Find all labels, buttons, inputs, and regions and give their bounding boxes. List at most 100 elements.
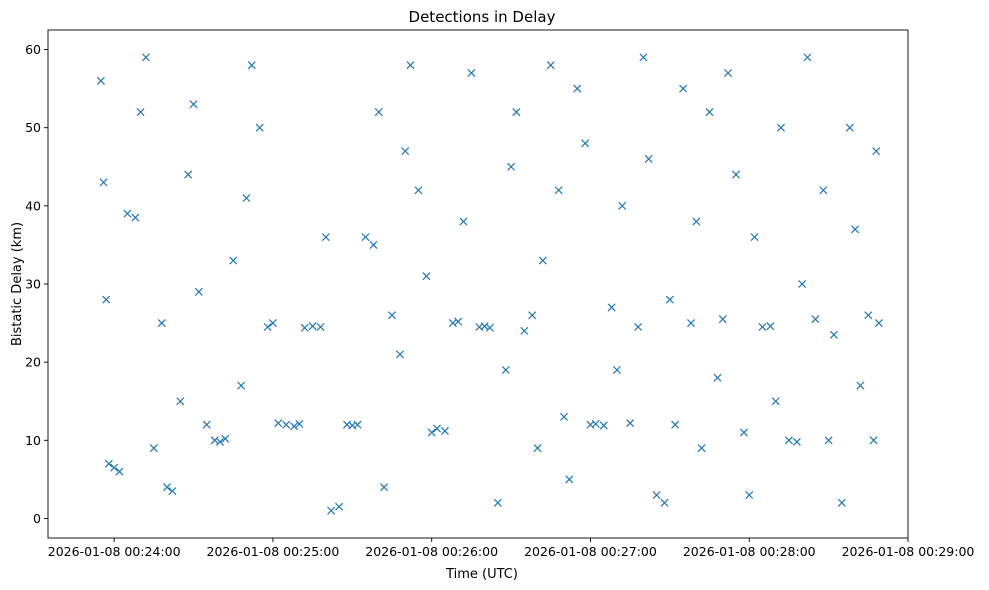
data-point: [401, 147, 410, 156]
data-point: [327, 506, 336, 515]
data-point: [308, 322, 317, 331]
data-point: [102, 295, 111, 304]
data-point: [427, 428, 436, 437]
x-axis: 2026-01-08 00:24:00 2026-01-08 00:25:00 20…: [48, 538, 975, 559]
data-point: [414, 186, 423, 195]
data-point: [290, 422, 299, 431]
data-point: [295, 419, 304, 428]
data-point: [718, 315, 727, 324]
data-point: [824, 436, 833, 445]
data-point: [528, 311, 537, 320]
data-point: [652, 490, 661, 500]
x-axis-label: Time (UTC): [445, 567, 518, 582]
data-point: [766, 322, 775, 331]
data-point: [679, 84, 688, 93]
data-point: [581, 139, 590, 148]
data-point: [750, 233, 759, 242]
y-tick-label: 0: [33, 511, 41, 526]
data-point: [440, 426, 449, 435]
data-point: [512, 108, 521, 117]
data-point: [874, 319, 883, 328]
data-point: [110, 463, 119, 472]
data-points: [96, 53, 883, 515]
data-point: [467, 68, 476, 78]
data-point: [369, 240, 378, 249]
data-point: [448, 319, 457, 328]
data-point: [454, 317, 463, 326]
y-tick-label: 60: [25, 42, 41, 57]
data-point: [869, 436, 878, 445]
data-point: [803, 53, 812, 62]
data-point: [374, 108, 383, 117]
data-point: [316, 322, 325, 332]
data-point: [639, 53, 648, 62]
data-point: [184, 170, 193, 179]
y-axis: 0 10 20 30 40 50 60: [25, 42, 48, 526]
data-point: [705, 108, 714, 117]
data-point: [387, 311, 397, 320]
data-point: [263, 322, 272, 332]
data-point: [335, 502, 344, 511]
data-point: [634, 322, 643, 332]
data-point: [864, 311, 873, 320]
data-point: [612, 365, 621, 374]
data-point: [618, 201, 627, 210]
x-tick-label: 2026-01-08 00:29:00: [842, 544, 975, 559]
data-point: [480, 322, 489, 331]
data-point: [149, 444, 158, 453]
data-point: [811, 315, 820, 324]
data-point: [573, 84, 582, 93]
data-point: [274, 419, 283, 428]
data-point: [141, 53, 150, 62]
data-point: [591, 419, 600, 428]
data-point: [697, 444, 706, 453]
data-point: [845, 123, 854, 132]
data-point: [533, 444, 542, 453]
data-point: [242, 194, 251, 203]
data-point: [104, 459, 113, 468]
data-point: [724, 68, 733, 78]
data-point: [123, 209, 132, 218]
data-point: [168, 487, 177, 496]
data-point: [176, 397, 185, 406]
data-point: [255, 123, 264, 132]
data-point: [851, 225, 860, 234]
data-point: [163, 483, 172, 492]
x-tick-label: 2026-01-08 00:27:00: [524, 544, 657, 559]
data-point: [546, 61, 555, 70]
data-point: [189, 100, 198, 109]
data-point: [554, 186, 563, 195]
data-point: [507, 162, 516, 171]
data-point: [660, 498, 669, 507]
data-point: [758, 322, 767, 332]
data-point: [96, 76, 105, 85]
data-point: [215, 437, 225, 446]
y-tick-label: 40: [25, 198, 41, 213]
data-point: [353, 420, 362, 429]
x-tick-label: 2026-01-08 00:24:00: [48, 544, 181, 559]
x-tick-label: 2026-01-08 00:28:00: [683, 544, 816, 559]
data-point: [321, 233, 330, 242]
data-point: [520, 326, 529, 335]
data-point: [395, 350, 404, 359]
y-tick-label: 30: [25, 277, 41, 292]
data-point: [99, 178, 108, 187]
data-point: [644, 154, 653, 163]
data-point: [665, 295, 674, 304]
data-point: [459, 217, 468, 226]
y-tick-label: 10: [25, 433, 41, 448]
data-point: [713, 373, 722, 382]
y-tick-label: 50: [25, 120, 41, 135]
data-point: [837, 498, 846, 507]
data-point: [559, 412, 569, 421]
data-point: [485, 323, 494, 332]
data-point: [432, 424, 442, 433]
data-point: [136, 108, 145, 117]
data-point: [300, 323, 309, 332]
data-point: [829, 330, 838, 339]
x-tick-label: 2026-01-08 00:25:00: [207, 544, 340, 559]
data-point: [856, 381, 865, 390]
data-point: [671, 420, 680, 429]
chart-title: Detections in Delay: [409, 8, 556, 26]
